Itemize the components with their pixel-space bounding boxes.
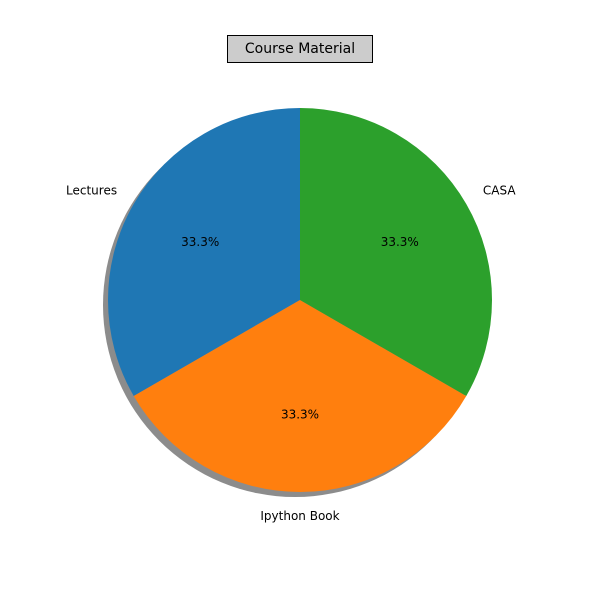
chart-title: Course Material — [227, 35, 373, 63]
slice-percent-lectures: 33.3% — [181, 235, 219, 249]
slice-label-lectures: Lectures — [66, 183, 117, 197]
slice-label-ipython-book: Ipython Book — [260, 509, 339, 523]
chart-title-text: Course Material — [244, 41, 356, 57]
slice-percent-casa: 33.3% — [381, 235, 419, 249]
pie-slice-ipython-book — [133, 300, 467, 493]
pie-slice-lectures — [107, 108, 301, 396]
slice-label-casa: CASA — [483, 183, 516, 197]
pie-slices — [107, 108, 493, 493]
pie-slice-casa — [300, 108, 493, 396]
slice-percent-ipython-book: 33.3% — [281, 408, 319, 422]
pie-labels: Lectures 33.3% Ipython Book 33.3% CASA 33.3% — [66, 183, 516, 523]
